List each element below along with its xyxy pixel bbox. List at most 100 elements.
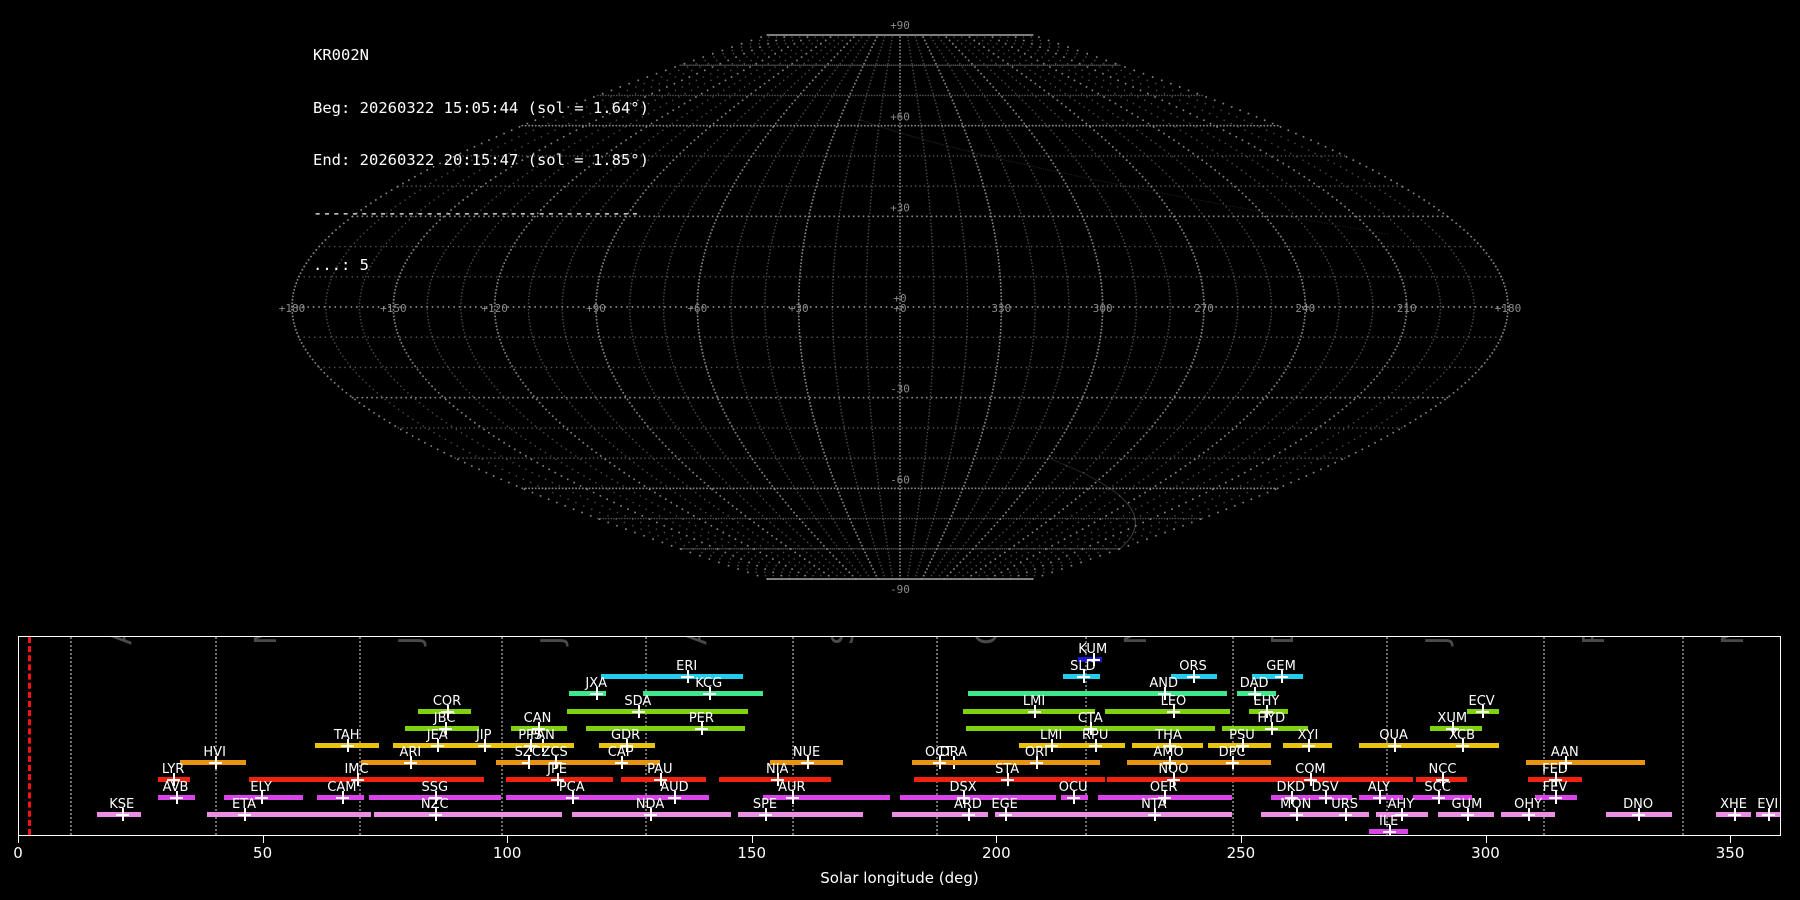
shower-peak-marker[interactable] xyxy=(524,739,538,752)
shower-peak-marker[interactable] xyxy=(1338,807,1352,821)
shower-activity-bar[interactable] xyxy=(892,811,988,817)
shower-activity-bar[interactable] xyxy=(994,811,1118,817)
shower-peak-marker[interactable] xyxy=(614,756,628,770)
shower-peak-marker[interactable] xyxy=(680,670,694,684)
shower-peak-marker[interactable] xyxy=(1304,773,1318,787)
shower-peak-marker[interactable] xyxy=(350,773,364,787)
shower-peak-marker[interactable] xyxy=(1248,687,1262,701)
shower-activity-bar[interactable] xyxy=(566,708,748,714)
shower-peak-marker[interactable] xyxy=(1460,807,1474,821)
shower-peak-marker[interactable] xyxy=(998,807,1012,821)
shower-peak-marker[interactable] xyxy=(1558,756,1572,770)
shower-peak-marker[interactable] xyxy=(1167,704,1181,718)
shower-peak-marker[interactable] xyxy=(631,704,645,718)
shower-peak-marker[interactable] xyxy=(1067,790,1081,804)
shower-activity-bar[interactable] xyxy=(899,794,1057,800)
shower-peak-marker[interactable] xyxy=(335,790,349,804)
shower-peak-marker[interactable] xyxy=(1727,807,1741,821)
shower-peak-marker[interactable] xyxy=(1394,807,1408,821)
shower-peak-marker[interactable] xyxy=(644,807,658,821)
shower-peak-marker[interactable] xyxy=(1076,670,1090,684)
shower-peak-marker[interactable] xyxy=(1187,670,1200,684)
shower-peak-marker[interactable] xyxy=(431,739,445,752)
shower-peak-marker[interactable] xyxy=(932,756,946,770)
shower-peak-marker[interactable] xyxy=(169,790,183,804)
shower-peak-marker[interactable] xyxy=(1086,653,1100,666)
shower-peak-marker[interactable] xyxy=(961,807,975,821)
shower-peak-marker[interactable] xyxy=(1284,790,1298,804)
shower-peak-marker[interactable] xyxy=(1001,773,1015,787)
shower-peak-marker[interactable] xyxy=(1372,790,1386,804)
shower-peak-marker[interactable] xyxy=(1157,687,1171,701)
shower-peak-marker[interactable] xyxy=(1387,739,1401,752)
shower-activity-bar[interactable] xyxy=(373,811,562,817)
shower-peak-marker[interactable] xyxy=(428,807,442,821)
shower-activity-bar[interactable] xyxy=(207,811,372,817)
shower-activity-bar[interactable] xyxy=(586,725,746,731)
shower-peak-marker[interactable] xyxy=(548,756,562,770)
shower-activity-bar[interactable] xyxy=(1525,760,1646,766)
shower-activity-bar[interactable] xyxy=(738,811,863,817)
shower-peak-marker[interactable] xyxy=(1632,807,1646,821)
shower-peak-marker[interactable] xyxy=(565,790,579,804)
shower-peak-marker[interactable] xyxy=(1162,756,1176,770)
shower-peak-marker[interactable] xyxy=(1167,773,1181,787)
shower-peak-marker[interactable] xyxy=(1289,807,1303,821)
shower-peak-marker[interactable] xyxy=(1235,739,1249,752)
shower-activity-bar[interactable] xyxy=(1232,777,1414,783)
shower-activity-bar[interactable] xyxy=(569,760,660,766)
shower-activity-bar[interactable] xyxy=(505,743,572,748)
shower-peak-marker[interactable] xyxy=(1147,807,1161,821)
shower-peak-marker[interactable] xyxy=(167,773,181,787)
shower-peak-marker[interactable] xyxy=(441,704,455,718)
shower-peak-marker[interactable] xyxy=(1162,739,1176,752)
shower-peak-marker[interactable] xyxy=(1084,721,1098,735)
shower-peak-marker[interactable] xyxy=(1431,790,1445,804)
shower-peak-marker[interactable] xyxy=(1226,756,1240,770)
shower-peak-marker[interactable] xyxy=(668,790,682,804)
shower-peak-marker[interactable] xyxy=(957,790,971,804)
shower-activity-bar[interactable] xyxy=(248,777,484,783)
shower-peak-marker[interactable] xyxy=(1260,704,1274,718)
shower-peak-marker[interactable] xyxy=(1761,807,1775,821)
shower-peak-marker[interactable] xyxy=(758,807,772,821)
shower-peak-marker[interactable] xyxy=(1030,756,1044,770)
shower-peak-marker[interactable] xyxy=(531,721,545,735)
shower-peak-marker[interactable] xyxy=(340,739,354,752)
shower-peak-marker[interactable] xyxy=(1382,825,1396,835)
shower-peak-marker[interactable] xyxy=(477,739,491,752)
shower-peak-marker[interactable] xyxy=(255,790,269,804)
shower-peak-marker[interactable] xyxy=(1456,739,1470,752)
shower-peak-marker[interactable] xyxy=(238,807,252,821)
shower-peak-marker[interactable] xyxy=(800,756,814,770)
shower-peak-marker[interactable] xyxy=(1045,739,1059,752)
shower-peak-marker[interactable] xyxy=(551,773,565,787)
shower-peak-marker[interactable] xyxy=(438,721,452,735)
shower-activity-bar[interactable] xyxy=(601,674,743,680)
shower-activity-bar[interactable] xyxy=(1114,811,1233,817)
shower-peak-marker[interactable] xyxy=(1522,807,1536,821)
shower-peak-marker[interactable] xyxy=(702,687,716,701)
shower-peak-marker[interactable] xyxy=(1548,790,1562,804)
shower-peak-marker[interactable] xyxy=(785,790,799,804)
shower-activity-bar[interactable] xyxy=(1104,708,1230,714)
shower-activity-bar[interactable] xyxy=(569,691,606,697)
shower-activity-bar[interactable] xyxy=(361,760,477,766)
shower-peak-marker[interactable] xyxy=(1301,739,1315,752)
shower-peak-marker[interactable] xyxy=(771,773,785,787)
shower-peak-marker[interactable] xyxy=(653,773,667,787)
shower-peak-marker[interactable] xyxy=(404,756,418,770)
shower-peak-marker[interactable] xyxy=(428,790,442,804)
shower-peak-marker[interactable] xyxy=(1446,721,1460,735)
shower-peak-marker[interactable] xyxy=(1275,670,1289,684)
shower-peak-marker[interactable] xyxy=(208,756,222,770)
shower-peak-marker[interactable] xyxy=(619,739,633,752)
shower-peak-marker[interactable] xyxy=(695,721,709,735)
shower-peak-marker[interactable] xyxy=(115,807,129,821)
shower-activity-bar[interactable] xyxy=(1222,725,1308,731)
shower-peak-marker[interactable] xyxy=(1548,773,1562,787)
shower-peak-marker[interactable] xyxy=(590,687,604,701)
shower-activity-bar[interactable] xyxy=(967,691,1228,697)
shower-peak-marker[interactable] xyxy=(1319,790,1333,804)
shower-peak-marker[interactable] xyxy=(1028,704,1042,718)
